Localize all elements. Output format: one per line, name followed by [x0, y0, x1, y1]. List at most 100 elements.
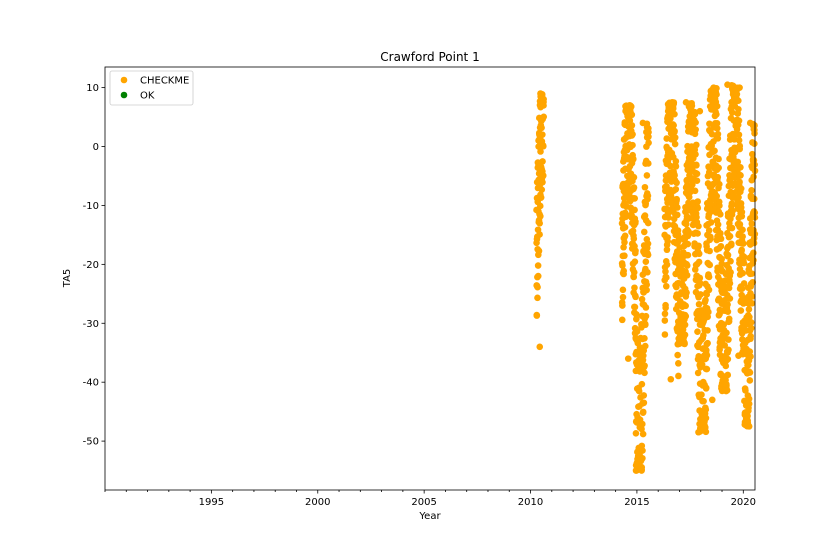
data-point [631, 195, 639, 202]
data-point [745, 395, 753, 403]
data-point [672, 163, 680, 170]
data-point [642, 321, 649, 329]
y-tick-label: -50 [83, 437, 99, 448]
data-point [639, 454, 646, 462]
data-point [717, 211, 724, 218]
data-point [670, 122, 677, 129]
data-point [663, 261, 671, 268]
points-layer [533, 81, 759, 474]
data-point [716, 202, 723, 210]
data-point [749, 278, 757, 286]
data-point [744, 412, 751, 420]
data-point [538, 186, 546, 193]
data-point [702, 414, 710, 422]
data-point [535, 247, 543, 255]
data-point [738, 208, 746, 216]
data-point [640, 392, 648, 399]
data-point [672, 185, 680, 193]
data-point [748, 293, 756, 300]
data-point [706, 247, 713, 255]
legend-marker [120, 91, 128, 99]
data-point [748, 324, 755, 332]
data-point [694, 198, 702, 205]
data-point [619, 302, 626, 309]
data-point [644, 251, 652, 259]
data-point [534, 272, 542, 280]
data-point [642, 312, 650, 320]
data-point [725, 315, 733, 323]
data-point [734, 158, 742, 166]
data-point [722, 387, 730, 395]
y-axis-label: TA5 [62, 269, 73, 289]
data-point [673, 195, 680, 203]
data-point [725, 346, 732, 354]
data-point [683, 271, 691, 279]
data-point [714, 130, 722, 138]
data-point [621, 239, 628, 246]
data-point [738, 285, 746, 293]
data-point [537, 194, 545, 201]
data-point [642, 258, 650, 266]
data-point [726, 295, 734, 302]
data-point [703, 365, 711, 373]
x-axis: 1995 2000 2005 2010 2015 2020 [104, 490, 756, 508]
data-point [689, 181, 696, 188]
data-point [739, 226, 746, 234]
data-point [663, 274, 670, 281]
data-point [536, 343, 544, 351]
data-point [693, 161, 700, 169]
plot-frame [104, 66, 756, 491]
data-point [710, 84, 717, 91]
data-point [663, 246, 671, 254]
data-point [705, 286, 713, 294]
data-point [536, 231, 543, 238]
data-point [747, 332, 754, 340]
data-point [643, 286, 650, 294]
data-point [703, 346, 710, 354]
data-point [723, 329, 730, 337]
data-point [675, 360, 682, 367]
data-point [746, 313, 753, 321]
data-point [621, 252, 628, 260]
y-tick-label: 10 [86, 83, 99, 94]
data-point [724, 81, 731, 88]
data-point [664, 238, 672, 245]
data-point [643, 172, 651, 179]
data-point [739, 233, 746, 240]
data-point [745, 423, 753, 430]
data-point [700, 332, 707, 339]
data-point [671, 134, 679, 141]
data-point [534, 294, 541, 302]
data-point [713, 120, 721, 127]
data-point [739, 269, 747, 277]
data-point [644, 219, 652, 227]
data-point [619, 286, 627, 294]
data-point [629, 130, 636, 138]
data-point [682, 312, 690, 320]
data-point [717, 242, 725, 250]
data-point [630, 155, 637, 163]
data-point [693, 177, 701, 184]
data-point [742, 387, 749, 394]
data-point [735, 97, 742, 104]
data-point [718, 260, 726, 268]
data-point [714, 221, 722, 228]
data-point [747, 353, 754, 360]
legend-label: CHECKME [140, 76, 189, 87]
data-point [694, 369, 702, 377]
data-point [715, 295, 723, 302]
data-point [671, 172, 678, 179]
data-point [681, 340, 688, 348]
data-point [735, 105, 742, 113]
x-tick-label: 2010 [518, 497, 543, 508]
data-point [708, 130, 716, 138]
data-point [685, 193, 693, 201]
data-point [707, 235, 714, 242]
x-axis-label: Year [418, 511, 441, 522]
data-point [749, 150, 756, 158]
data-point [740, 240, 747, 247]
data-point [750, 195, 758, 203]
data-point [736, 178, 743, 186]
y-tick-label: 0 [93, 142, 99, 153]
data-point [728, 109, 736, 116]
